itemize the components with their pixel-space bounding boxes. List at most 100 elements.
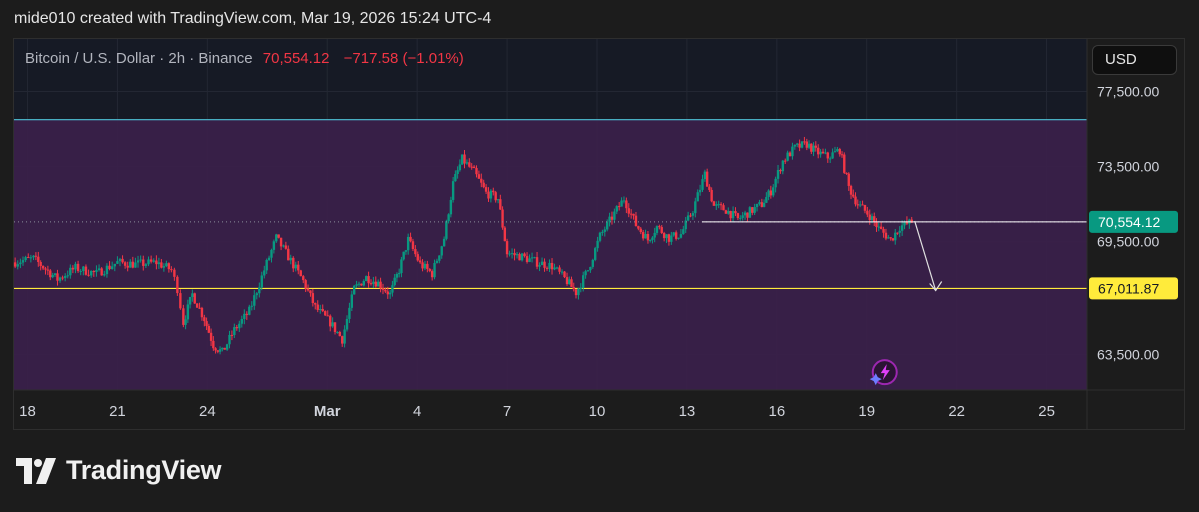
candle[interactable] (105, 263, 109, 278)
candle[interactable] (449, 196, 453, 218)
candle[interactable] (51, 272, 54, 279)
candle[interactable] (653, 227, 656, 243)
candle[interactable] (655, 225, 659, 236)
candle[interactable] (341, 335, 344, 347)
candle[interactable] (56, 269, 59, 286)
candle[interactable] (550, 258, 554, 275)
candle[interactable] (203, 314, 206, 327)
candle[interactable] (492, 187, 495, 196)
candle[interactable] (843, 152, 846, 174)
candle[interactable] (319, 304, 322, 314)
candle[interactable] (746, 212, 749, 222)
candle[interactable] (812, 142, 815, 157)
candle[interactable] (58, 276, 62, 283)
candle[interactable] (515, 251, 519, 259)
candle[interactable] (270, 248, 273, 263)
candle[interactable] (258, 282, 261, 298)
candle[interactable] (19, 258, 22, 269)
candle[interactable] (397, 268, 401, 278)
candle[interactable] (195, 303, 199, 308)
candle[interactable] (97, 264, 101, 272)
candle[interactable] (691, 210, 695, 220)
candle[interactable] (572, 282, 575, 292)
candle[interactable] (696, 189, 699, 202)
candle[interactable] (421, 259, 424, 272)
candle[interactable] (900, 220, 904, 236)
candle[interactable] (762, 199, 766, 208)
candle[interactable] (489, 189, 493, 203)
candle[interactable] (212, 336, 215, 351)
candle[interactable] (255, 292, 258, 300)
candle[interactable] (121, 255, 124, 264)
candle[interactable] (586, 270, 590, 272)
candle[interactable] (530, 252, 534, 263)
candle[interactable] (487, 187, 490, 202)
candle[interactable] (198, 302, 201, 309)
candle[interactable] (508, 250, 511, 257)
candle[interactable] (343, 325, 346, 348)
candle[interactable] (712, 200, 716, 206)
candle[interactable] (882, 226, 885, 238)
candle[interactable] (302, 274, 305, 284)
candle[interactable] (336, 331, 339, 334)
candle[interactable] (221, 347, 224, 352)
candle[interactable] (741, 211, 744, 221)
candle[interactable] (69, 264, 72, 279)
candle[interactable] (560, 269, 564, 275)
candle[interactable] (598, 231, 602, 243)
candle[interactable] (245, 311, 249, 320)
candle[interactable] (428, 268, 431, 273)
candle[interactable] (499, 194, 502, 210)
candle[interactable] (838, 147, 841, 157)
candle[interactable] (250, 301, 253, 311)
candle[interactable] (819, 149, 822, 158)
candle[interactable] (734, 207, 737, 217)
candle[interactable] (767, 189, 770, 201)
candle[interactable] (103, 270, 106, 277)
candle[interactable] (639, 226, 642, 235)
candle[interactable] (404, 250, 408, 255)
candle[interactable] (265, 258, 268, 275)
candle[interactable] (784, 158, 787, 165)
candle[interactable] (333, 322, 337, 335)
candle[interactable] (314, 302, 317, 310)
candle[interactable] (110, 261, 114, 270)
candle[interactable] (218, 346, 222, 355)
candle[interactable] (272, 239, 276, 254)
candle[interactable] (184, 315, 187, 330)
candle[interactable] (24, 255, 27, 263)
candle[interactable] (376, 279, 380, 287)
candle[interactable] (803, 136, 806, 145)
candle[interactable] (131, 256, 135, 269)
candle[interactable] (277, 234, 280, 239)
candle[interactable] (824, 148, 827, 155)
candle[interactable] (13, 257, 17, 269)
candle[interactable] (423, 260, 427, 271)
candle[interactable] (710, 187, 713, 203)
candle[interactable] (548, 259, 551, 273)
candle[interactable] (472, 165, 476, 169)
candle[interactable] (905, 216, 909, 226)
candle[interactable] (836, 146, 839, 153)
candle[interactable] (260, 271, 263, 291)
candle[interactable] (233, 323, 236, 339)
candle[interactable] (367, 271, 370, 288)
candle[interactable] (821, 148, 825, 155)
candle[interactable] (116, 256, 119, 264)
candle[interactable] (641, 229, 645, 241)
candle[interactable] (316, 300, 319, 313)
candle[interactable] (852, 189, 855, 198)
candle[interactable] (279, 237, 283, 251)
candle[interactable] (74, 261, 77, 274)
candle[interactable] (147, 256, 150, 267)
candle[interactable] (289, 254, 292, 265)
candle[interactable] (447, 213, 450, 224)
candle[interactable] (369, 279, 373, 286)
candle[interactable] (793, 144, 797, 150)
candle[interactable] (414, 245, 417, 257)
candle[interactable] (292, 256, 295, 273)
candle[interactable] (689, 213, 692, 218)
candle[interactable] (751, 206, 754, 216)
candle[interactable] (887, 234, 890, 239)
